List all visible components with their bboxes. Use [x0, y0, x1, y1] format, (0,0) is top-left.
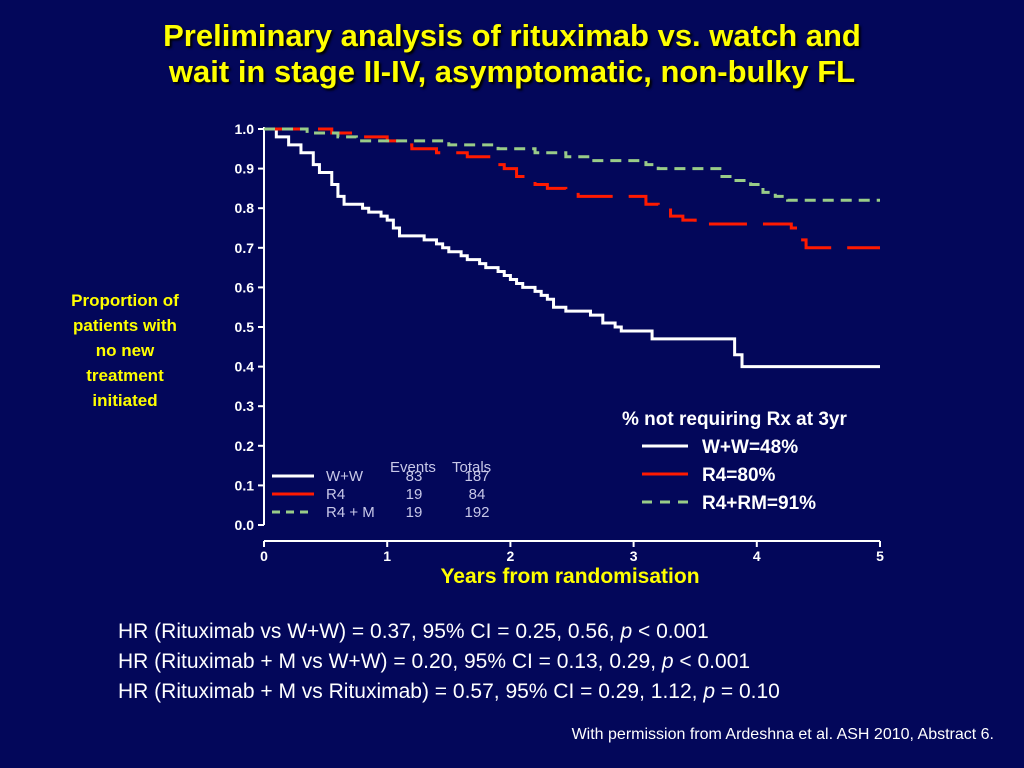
y-tick-label: 1.0 [235, 121, 255, 137]
inner-legend-label: R4 + M [326, 504, 375, 521]
y-axis-label: Proportion of patients with no new treat… [50, 288, 200, 413]
legend-totals-header: Totals [452, 459, 491, 476]
legend-totals-value: 84 [469, 486, 486, 503]
ylabel-line: no new [95, 341, 155, 360]
y-tick-label: 0.0 [235, 517, 255, 533]
hr-p-value: < 0.001 [673, 650, 751, 673]
y-tick-label: 0.2 [235, 438, 255, 454]
p-symbol: p [703, 680, 716, 703]
outer-legend-label: W+W=48% [702, 437, 798, 458]
title-line-2: wait in stage II-IV, asymptomatic, non-b… [168, 54, 856, 89]
ylabel-line: initiated [92, 391, 158, 410]
outer-legend-label: R4+RM=91% [702, 493, 816, 514]
outer-legend-label: R4=80% [702, 465, 776, 486]
hazard-ratio-block: HR (Rituximab vs W+W) = 0.37, 95% CI = 0… [118, 617, 780, 707]
title-line-1: Preliminary analysis of rituximab vs. wa… [163, 18, 861, 53]
ylabel-line: Proportion of [71, 291, 179, 310]
ylabel-line: patients with [73, 316, 177, 335]
y-tick-label: 0.3 [235, 398, 255, 414]
y-tick-label: 0.5 [235, 319, 255, 335]
legend-totals-value: 187 [464, 468, 489, 485]
y-tick-label: 0.1 [235, 477, 255, 493]
y-tick-label: 0.9 [235, 161, 255, 177]
p-symbol: p [620, 620, 633, 643]
p-symbol: p [661, 650, 674, 673]
series-line-r4-m [264, 127, 880, 202]
x-tick-label: 4 [753, 548, 761, 564]
inner-legend-label: W+W [326, 468, 364, 485]
outer-legend-title: % not requiring Rx at 3yr [622, 409, 847, 430]
legend-totals-value: 192 [464, 504, 489, 521]
hr-p-value: < 0.001 [632, 620, 709, 643]
slide-title: Preliminary analysis of rituximab vs. wa… [40, 18, 984, 90]
y-tick-label: 0.8 [235, 200, 255, 216]
inner-legend-label: R4 [326, 486, 345, 503]
legend-events-value: 19 [406, 486, 423, 503]
legend-events-value: 19 [406, 504, 423, 521]
hr-line-2: HR (Rituximab + M vs W+W) = 0.20, 95% CI… [118, 647, 780, 677]
series-line-w-w [264, 127, 880, 369]
hr-text: HR (Rituximab + M vs W+W) = 0.20, 95% CI… [118, 650, 662, 673]
y-tick-label: 0.7 [235, 240, 255, 256]
hr-text: HR (Rituximab vs W+W) = 0.37, 95% CI = 0… [118, 620, 621, 643]
x-tick-label: 0 [260, 548, 268, 564]
legend-events-value: 83 [406, 468, 423, 485]
x-tick-label: 5 [876, 548, 884, 564]
y-tick-label: 0.4 [235, 359, 255, 375]
hr-p-value: = 0.10 [715, 680, 780, 703]
x-tick-label: 2 [507, 548, 515, 564]
hr-text: HR (Rituximab + M vs Rituximab) = 0.57, … [118, 680, 704, 703]
series-line-r4 [264, 127, 880, 250]
y-tick-label: 0.6 [235, 279, 255, 295]
hr-line-3: HR (Rituximab + M vs Rituximab) = 0.57, … [118, 677, 780, 707]
km-chart: 0.0 0.1 0.2 0.3 0.4 0.5 0.6 0.7 0.8 0.9 1.0 0 1 2 3 4 5 E… [235, 121, 885, 564]
hr-line-1: HR (Rituximab vs W+W) = 0.37, 95% CI = 0… [118, 617, 780, 647]
source-footnote: With permission from Ardeshna et al. ASH… [571, 726, 994, 743]
ylabel-line: treatment [86, 366, 164, 385]
x-axis-label: Years from randomisation [440, 565, 700, 588]
x-tick-label: 1 [383, 548, 391, 564]
x-tick-label: 3 [630, 548, 638, 564]
legend-events-header: Events [390, 459, 436, 476]
